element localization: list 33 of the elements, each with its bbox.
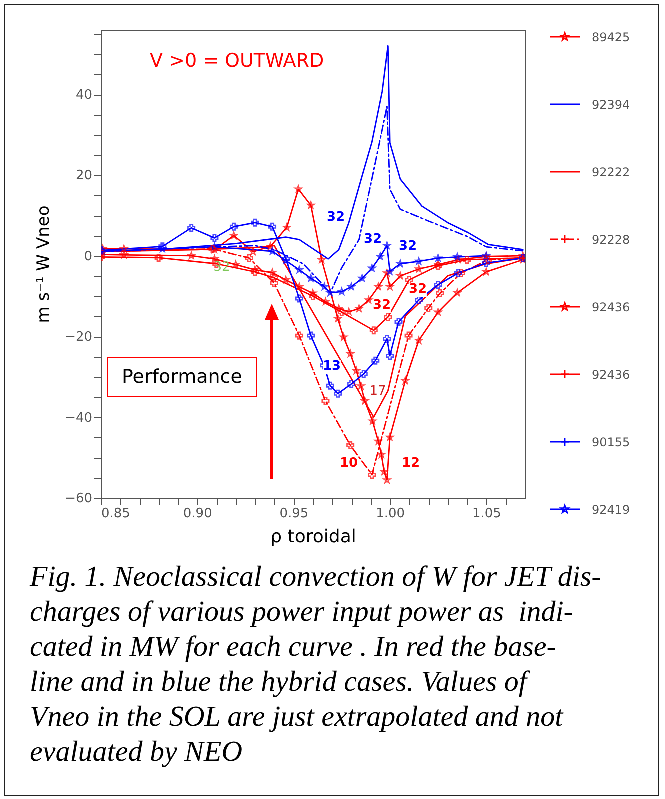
y-tick-label: −40	[65, 410, 92, 426]
y-tick-label: 20	[76, 168, 92, 184]
annotation: V >0 = OUTWARD	[150, 50, 324, 72]
y-tick-label: 0	[84, 249, 92, 264]
caption: Fig. 1. Neoclassical convection of W for JET dis- charges of various power input power as indi- cated in MW for each curve . In red the base- line and in blue the hybrid cases. Values of Vneo in the SOL are just extrapolated and not evaluated by NEO	[30, 560, 602, 770]
x-tick-label: 1.00	[376, 506, 406, 522]
x-tick-label: 0.95	[280, 506, 309, 522]
annotation: 32	[372, 298, 392, 313]
annotation: 32	[398, 239, 418, 254]
annotation: 13	[322, 359, 342, 374]
legend-label: 90155	[592, 436, 630, 450]
y-tick-label: −60	[65, 492, 92, 506]
x-tick-label: 1.05	[472, 506, 502, 522]
x-tick-label: 0.90	[183, 506, 212, 522]
y-tick-label: −20	[65, 330, 92, 346]
legend-label: 89425	[592, 30, 630, 44]
x-axis-title: ρ toroidal	[270, 526, 356, 548]
legend-label: 92436	[592, 300, 630, 314]
annotation: 17	[370, 384, 386, 399]
legend-label: 92394	[592, 98, 630, 112]
y-axis-title: m s⁻¹ W Vneo	[34, 206, 54, 324]
legend-label: 92419	[592, 503, 630, 517]
x-tick-label: 0.85	[102, 506, 130, 522]
annotation: 32	[364, 232, 382, 247]
y-tick-label: 40	[76, 88, 92, 104]
annotation: 32	[408, 282, 428, 297]
legend-label: 92436	[592, 368, 630, 382]
annotation: 12	[402, 456, 420, 471]
legend-label: 92222	[592, 166, 630, 180]
annotation: Performance	[107, 357, 258, 397]
annotation: 10	[340, 456, 358, 471]
annotation: 32	[326, 210, 346, 225]
legend-label: 92228	[592, 233, 630, 247]
